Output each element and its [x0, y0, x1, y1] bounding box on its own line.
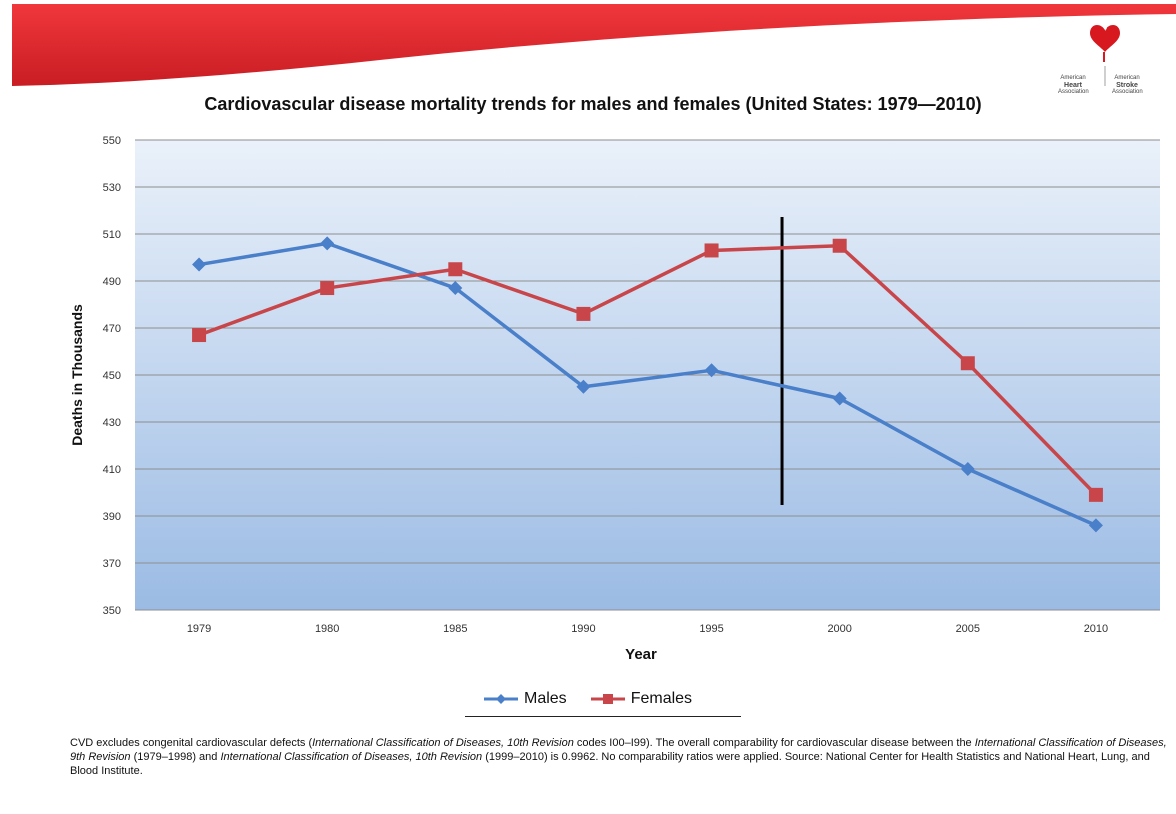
data-point-males: [832, 391, 847, 406]
y-tick-label: 370: [103, 558, 121, 570]
y-tick-label: 530: [103, 182, 121, 194]
data-point-females: [832, 238, 847, 253]
y-tick-labels: 350 370 390 410 430 450 470 490 510 530 550: [103, 135, 121, 617]
legend-item-females: Females: [589, 690, 692, 708]
y-tick-label: 510: [103, 229, 121, 241]
legend-item-males: Males: [482, 690, 567, 708]
y-tick-label: 390: [103, 511, 121, 523]
legend-label-males: Males: [524, 690, 567, 707]
data-point-females: [960, 356, 975, 371]
gridlines: [135, 139, 1160, 611]
data-point-males: [576, 379, 591, 394]
y-tick-label: 410: [103, 464, 121, 476]
footnote: CVD excludes congenital cardiovascular d…: [70, 737, 1167, 777]
x-tick-labels: 1979 1980 1985 1990 1995 2000 2005 2010: [187, 623, 1108, 635]
data-point-females: [320, 281, 335, 296]
data-point-females: [1088, 487, 1103, 502]
legend-label-females: Females: [630, 690, 693, 707]
x-tick-label: 2005: [956, 623, 980, 635]
y-axis-label: Deaths in Thousands: [69, 304, 85, 446]
data-point-males: [320, 236, 335, 251]
data-point-females: [192, 328, 207, 343]
stroke-association-text: American Stroke Association: [1112, 75, 1143, 95]
data-point-males: [960, 462, 975, 476]
data-point-males: [448, 281, 463, 296]
legend-underline: [465, 716, 741, 717]
x-tick-label: 2000: [827, 623, 851, 635]
data-point-females: [576, 306, 591, 321]
heart-association-text: American Heart Association: [1058, 75, 1089, 95]
x-tick-label: 1995: [699, 623, 723, 635]
y-tick-label: 350: [103, 605, 121, 617]
red-banner: [12, 4, 1176, 86]
heart-torch-icon: [1090, 23, 1120, 86]
data-point-males: [1088, 518, 1103, 533]
x-tick-label: 1990: [571, 623, 595, 635]
series: [192, 236, 1103, 533]
data-point-females: [448, 262, 463, 277]
x-axis-label: Year: [625, 646, 657, 663]
x-tick-label: 1985: [443, 623, 467, 635]
series-line-males: [198, 241, 1097, 528]
chart-title: Cardiovascular disease mortality trends …: [204, 94, 982, 114]
data-point-males: [192, 257, 207, 272]
y-tick-label: 470: [103, 323, 121, 335]
y-tick-label: 490: [103, 276, 121, 288]
y-tick-label: 450: [103, 370, 121, 382]
x-tick-label: 2010: [1084, 623, 1108, 635]
x-tick-label: 1980: [315, 623, 339, 635]
males-legend-swatch: [484, 694, 518, 704]
data-point-males: [704, 363, 719, 378]
y-tick-label: 430: [103, 417, 121, 429]
data-point-females: [704, 243, 719, 258]
y-tick-label: 550: [103, 135, 121, 147]
females-legend-swatch: [590, 694, 625, 704]
series-line-females: [198, 244, 1098, 497]
legend: Males Females: [482, 686, 692, 712]
x-tick-label: 1979: [187, 623, 211, 635]
aha-asa-logo: American Heart Association American Stro…: [1040, 20, 1170, 95]
